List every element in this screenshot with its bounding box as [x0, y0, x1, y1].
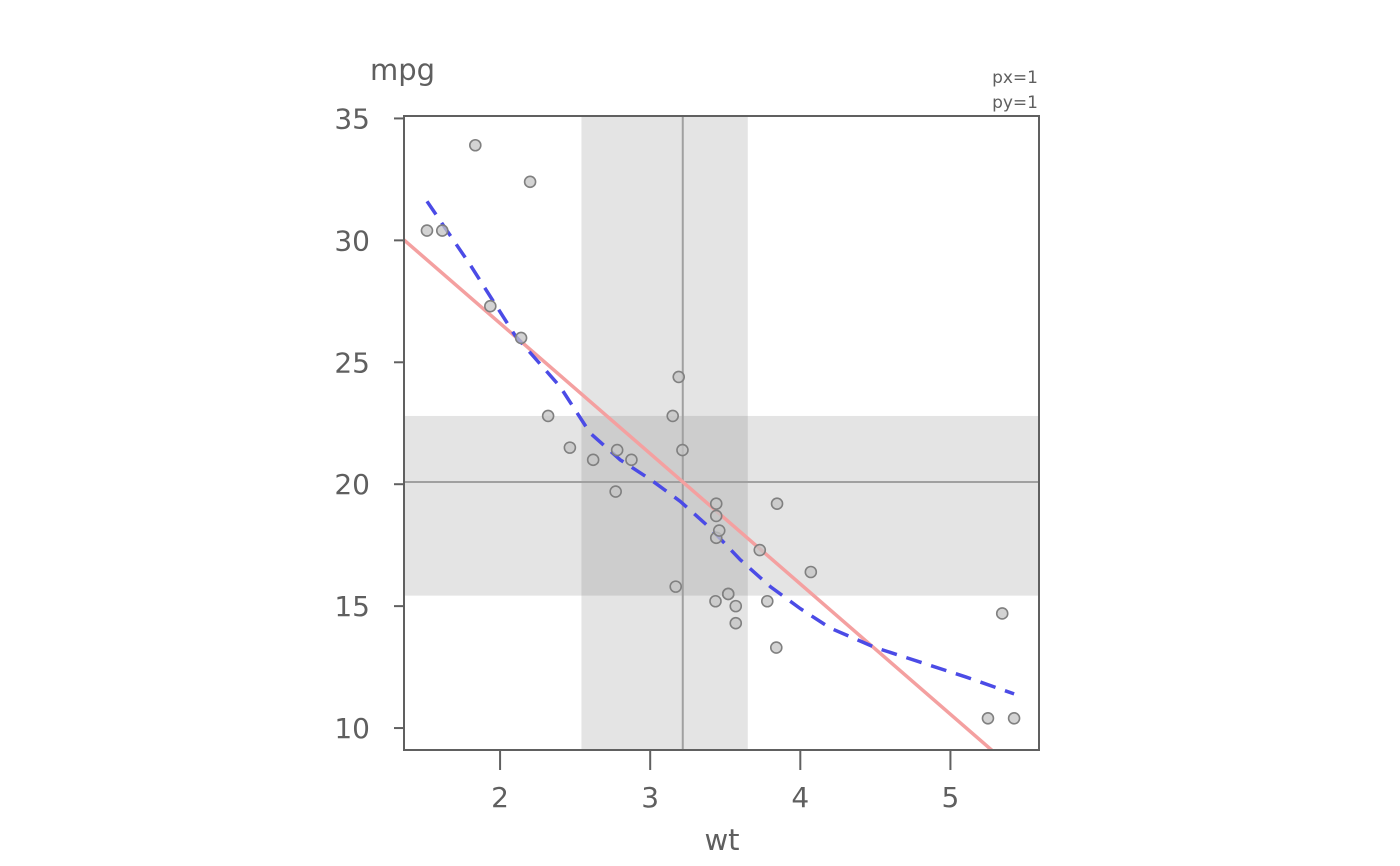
data-point — [514, 331, 528, 345]
data-point — [712, 524, 726, 537]
axes: 2 3 4 5 10 15 20 25 30 35 — [334, 102, 959, 814]
data-point — [610, 443, 624, 457]
data-point — [804, 565, 818, 579]
plot-frame — [403, 115, 1040, 751]
data-point — [625, 453, 638, 467]
data-point — [420, 224, 434, 237]
data-point — [729, 599, 743, 613]
data-point — [609, 485, 622, 498]
x-axis-title: wt — [704, 823, 739, 857]
y-tick-label: 30 — [334, 224, 370, 257]
annotation-py: py=1 — [992, 93, 1038, 113]
data-point — [721, 587, 735, 601]
y-tick-label: 10 — [334, 712, 370, 745]
data-point — [666, 409, 680, 423]
data-point — [586, 453, 600, 467]
data-point — [469, 138, 482, 152]
data-point — [729, 616, 743, 630]
annotation-px: px=1 — [992, 68, 1038, 88]
data-point — [709, 594, 722, 608]
data-point — [769, 641, 783, 654]
data-point — [1007, 711, 1021, 725]
data-point — [669, 580, 683, 593]
x-tick-label: 2 — [491, 781, 509, 814]
data-point — [523, 175, 537, 189]
data-points — [420, 138, 1021, 725]
x-tick-label: 5 — [942, 781, 960, 814]
band-overlap — [581, 415, 748, 596]
data-point — [541, 409, 555, 423]
data-point — [770, 497, 784, 511]
data-point — [672, 370, 686, 384]
y-tick-label: 35 — [334, 102, 370, 135]
data-point — [981, 711, 995, 725]
data-point — [435, 224, 449, 237]
sd-bands — [404, 116, 1039, 750]
data-point — [709, 509, 723, 523]
data-point — [563, 441, 577, 454]
y-tick-label: 20 — [334, 468, 370, 501]
data-point — [760, 594, 774, 608]
data-point — [753, 543, 767, 557]
y-tick-label: 25 — [334, 346, 370, 379]
data-point — [709, 497, 723, 511]
y-tick-label: 15 — [334, 590, 370, 623]
data-point — [484, 299, 497, 313]
x-tick-label: 3 — [641, 781, 659, 814]
data-point — [995, 607, 1009, 620]
mean-guides — [404, 116, 1039, 750]
smooth-line — [425, 200, 1015, 696]
data-point — [676, 443, 689, 457]
y-axis-title: mpg — [370, 53, 435, 87]
x-tick-label: 4 — [791, 781, 809, 814]
